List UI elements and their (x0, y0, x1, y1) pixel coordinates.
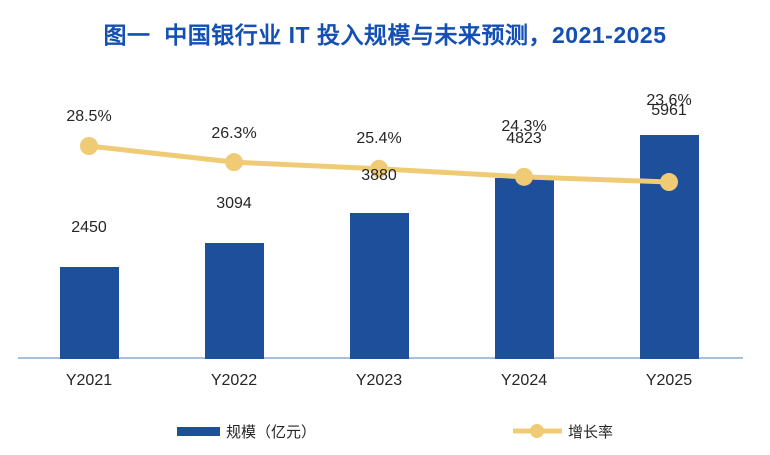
bar-Y2022 (204, 242, 264, 359)
x-axis-label-Y2024: Y2024 (500, 372, 548, 389)
bar-Y2024 (494, 177, 554, 359)
legend: 规模（亿元） 增长率 (0, 419, 770, 445)
x-axis-label-Y2025: Y2025 (645, 372, 693, 389)
bar-Y2021 (59, 267, 119, 359)
x-axis-label-Y2021: Y2021 (65, 372, 113, 389)
growth-rate-label: 26.3% (211, 125, 257, 142)
bar-series-swatch-icon (177, 426, 220, 436)
bar-Y2023 (349, 213, 409, 359)
bar-value-label: 5961 (651, 102, 687, 120)
chart-title: 图一 中国银行业 IT 投入规模与未来预测，2021-2025 (103, 22, 667, 48)
growth-rate-label: 28.5% (66, 108, 112, 125)
legend-item-scale: 规模（亿元） (177, 419, 316, 443)
x-axis-label-Y2022: Y2022 (210, 372, 258, 389)
bar-value-label: 2450 (71, 219, 107, 236)
bar-value-label: 3880 (361, 167, 397, 185)
growth-rate-label: 25.4% (356, 130, 402, 147)
bar-value-label: 4823 (506, 129, 542, 147)
line-series-swatch-icon (511, 423, 564, 439)
line-marker-Y2021 (80, 137, 98, 155)
x-axis-label-Y2023: Y2023 (355, 372, 403, 389)
growth-rate-label: 24.3% (501, 118, 547, 135)
line-marker-Y2022 (225, 153, 243, 172)
legend-label-scale: 规模（亿元） (226, 423, 317, 441)
bar-Y2025 (639, 135, 699, 359)
bar-value-label: 3094 (216, 194, 252, 212)
legend-item-growth: 增长率 (511, 419, 614, 443)
growth-rate-label: 23.6% (646, 92, 692, 109)
legend-label-growth: 增长率 (568, 423, 614, 441)
